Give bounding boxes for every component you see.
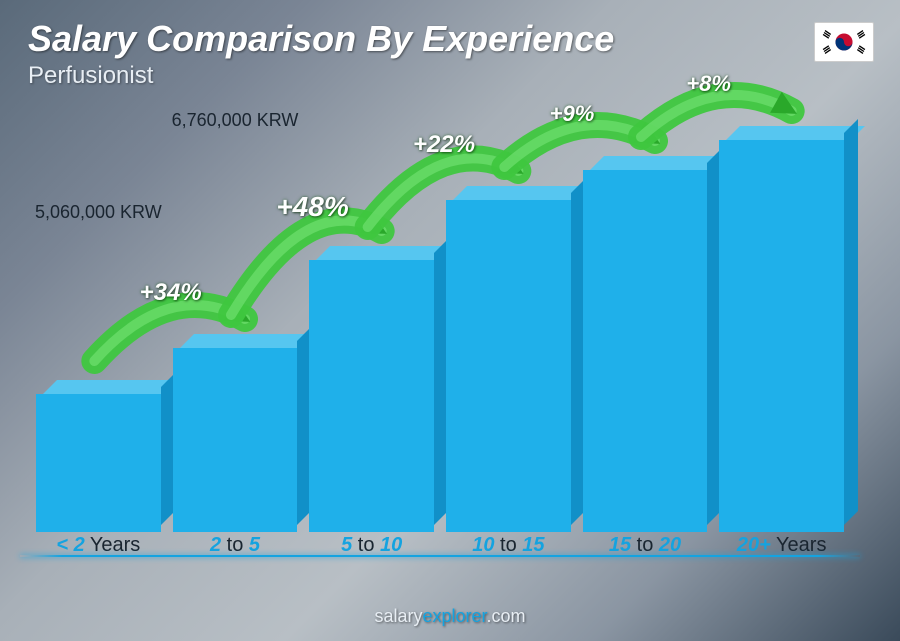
bar: 12,200,000 KRW — [446, 186, 571, 518]
bar-category-label: < 2 Years — [56, 534, 140, 557]
growth-percent-badge: +9% — [550, 101, 595, 127]
bar-column: 10,000,000 KRW 5 to 10 — [309, 246, 434, 557]
bar-side-face — [844, 119, 858, 525]
bar-value-label: 5,060,000 KRW — [18, 202, 178, 223]
growth-percent-badge: +22% — [413, 131, 475, 159]
footer-text-accent: explorer — [422, 606, 486, 626]
bar-column: 12,200,000 KRW 10 to 15 — [446, 186, 571, 557]
bar-front-face — [719, 140, 844, 532]
bar-category-label: 15 to 20 — [609, 534, 681, 557]
growth-percent-badge: +8% — [686, 71, 731, 97]
bar-front-face — [309, 260, 434, 532]
bar: 5,060,000 KRW — [36, 380, 161, 518]
bar-value-label: 6,760,000 KRW — [155, 110, 315, 131]
bar: 14,400,000 KRW — [719, 126, 844, 518]
chart-subtitle: Perfusionist — [28, 62, 153, 90]
bar: 6,760,000 KRW — [173, 334, 298, 518]
bar-category-label: 5 to 10 — [341, 534, 402, 557]
growth-percent-badge: +34% — [140, 279, 202, 307]
chart-container: Salary Comparison By Experience Perfusio… — [0, 0, 900, 641]
growth-percent-badge: +48% — [276, 191, 348, 223]
bar-front-face — [446, 200, 571, 532]
bar: 13,300,000 KRW — [583, 156, 708, 518]
footer-attribution: salaryexplorer.com — [0, 606, 900, 627]
bar-column: 5,060,000 KRW < 2 Years — [36, 380, 161, 557]
bar-category-label: 10 to 15 — [472, 534, 544, 557]
chart-baseline — [20, 555, 860, 557]
country-flag-icon — [814, 22, 874, 62]
bar-front-face — [173, 348, 298, 532]
bar-column: 14,400,000 KRW 20+ Years — [719, 126, 844, 557]
footer-text-suffix: .com — [487, 606, 526, 626]
bar-front-face — [36, 394, 161, 532]
bar: 10,000,000 KRW — [309, 246, 434, 518]
chart-title: Salary Comparison By Experience — [28, 18, 614, 60]
bar-category-label: 20+ Years — [737, 534, 827, 557]
bar-column: 6,760,000 KRW 2 to 5 — [173, 334, 298, 557]
bar-category-label: 2 to 5 — [210, 534, 260, 557]
footer-text-dark: salary — [374, 606, 422, 626]
bar-column: 13,300,000 KRW 15 to 20 — [583, 156, 708, 557]
bar-front-face — [583, 170, 708, 532]
